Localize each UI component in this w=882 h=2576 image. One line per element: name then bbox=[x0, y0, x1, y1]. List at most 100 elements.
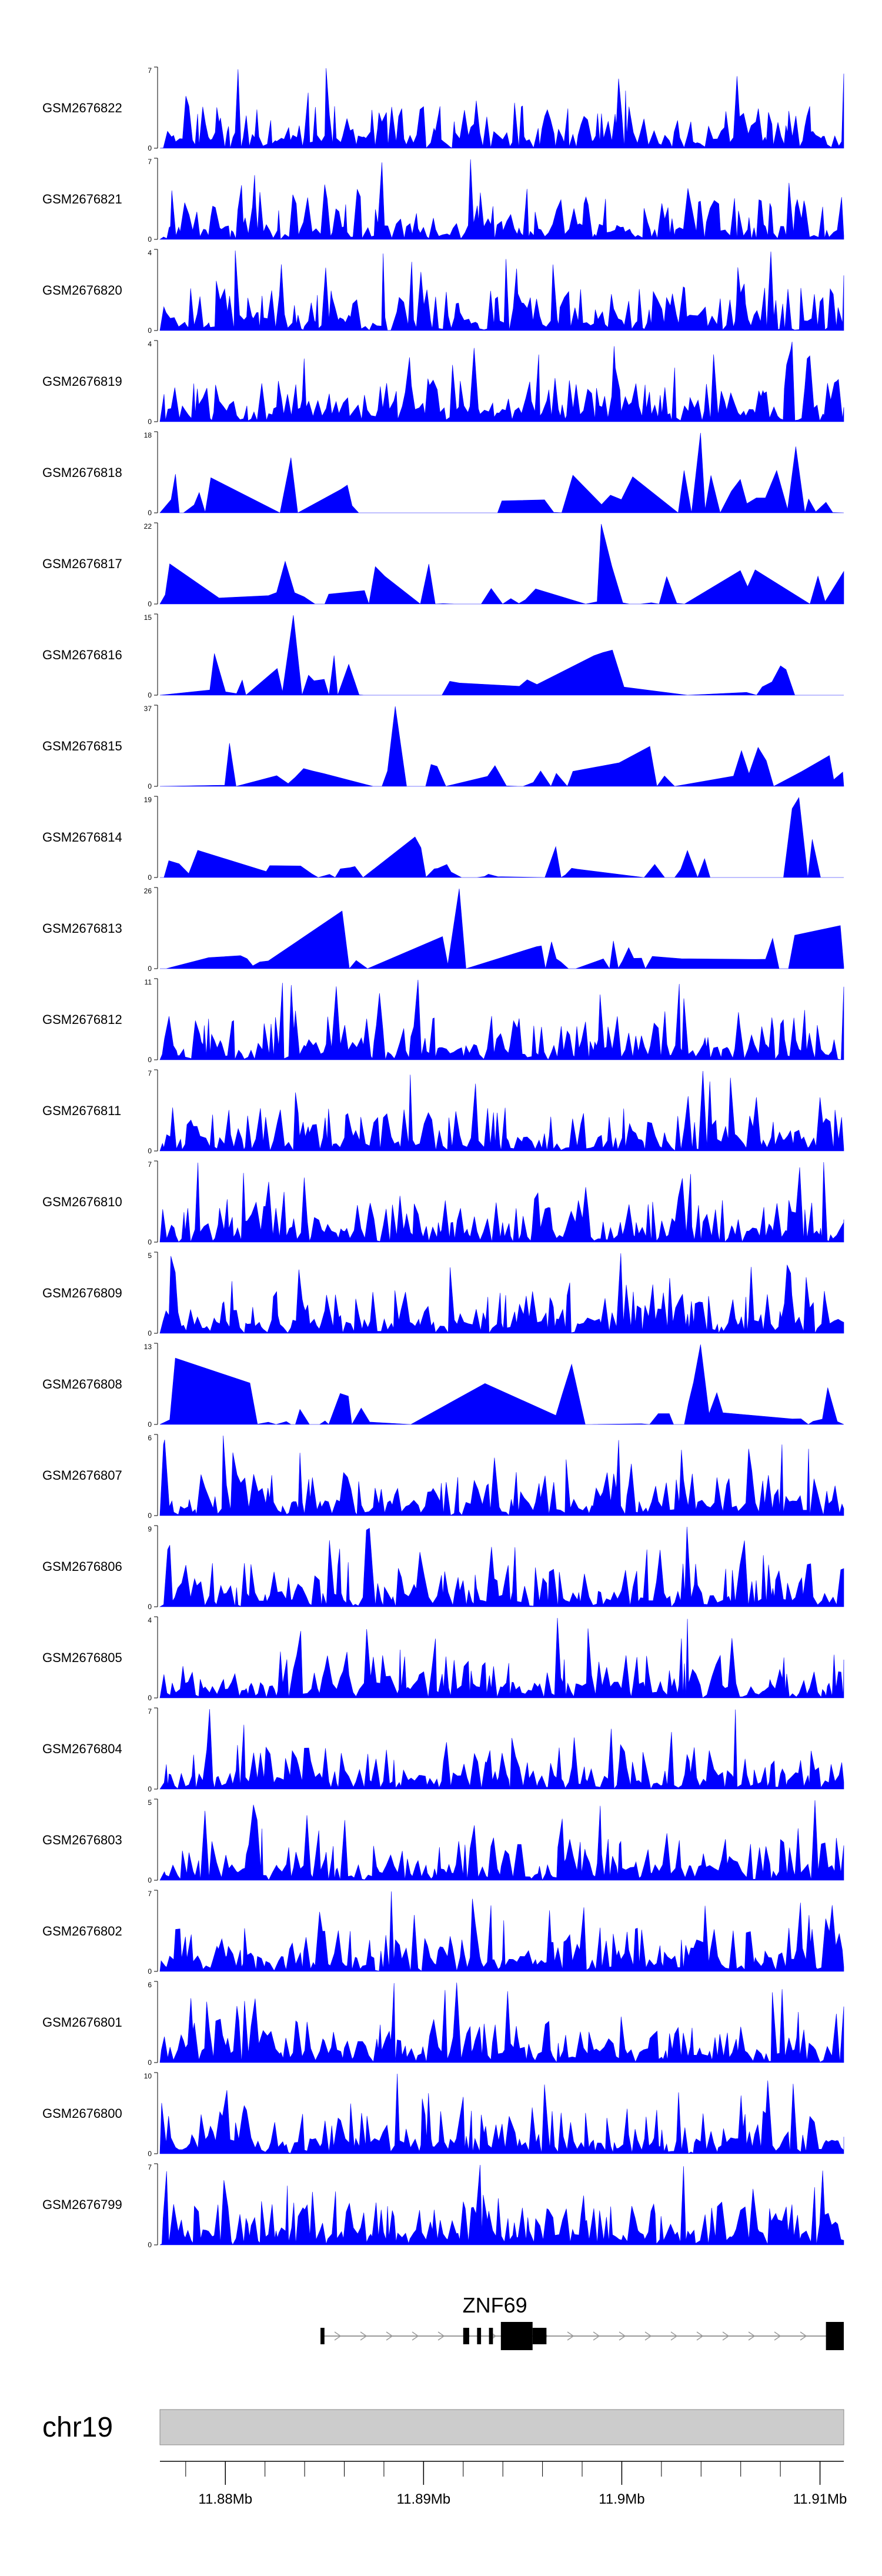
y-axis-max-label: 7 bbox=[148, 1160, 152, 1169]
y-axis-min-label: 0 bbox=[148, 2150, 152, 2158]
coverage-track-GSM2676815: GSM2676815 37 0 bbox=[42, 705, 844, 790]
coverage-track-GSM2676821: GSM2676821 7 0 bbox=[42, 158, 844, 243]
chromosome-label: chr19 bbox=[42, 2412, 113, 2443]
coverage-area bbox=[159, 2073, 844, 2154]
y-axis-min-label: 0 bbox=[148, 1329, 152, 1337]
track-label: GSM2676805 bbox=[42, 1650, 122, 1665]
y-axis-max-label: 7 bbox=[148, 158, 152, 166]
utr-exon bbox=[463, 2328, 469, 2344]
track-label: GSM2676815 bbox=[42, 739, 122, 753]
coverage-track-GSM2676799: GSM2676799 7 0 bbox=[42, 2163, 844, 2249]
y-axis-max-label: 5 bbox=[148, 1798, 152, 1807]
coverage-area bbox=[159, 706, 844, 787]
strand-arrow bbox=[696, 2331, 704, 2341]
y-axis-max-label: 9 bbox=[148, 1525, 152, 1533]
y-axis-min-label: 0 bbox=[148, 418, 152, 426]
track-label: GSM2676800 bbox=[42, 2106, 122, 2121]
coverage-area bbox=[159, 1891, 844, 1972]
coverage-area bbox=[159, 250, 844, 331]
coverage-area bbox=[160, 797, 844, 878]
coverage-area bbox=[159, 432, 844, 513]
coverage-track-GSM2676806: GSM2676806 9 0 bbox=[42, 1525, 844, 1611]
y-axis-max-label: 4 bbox=[148, 340, 152, 348]
track-label: GSM2676817 bbox=[42, 556, 122, 571]
coverage-area bbox=[159, 1709, 844, 1790]
coverage-area bbox=[160, 888, 844, 969]
y-axis-min-label: 0 bbox=[148, 1603, 152, 1611]
coverage-area bbox=[159, 1800, 844, 1881]
y-axis-min-label: 0 bbox=[148, 1785, 152, 1793]
y-axis-max-label: 37 bbox=[144, 705, 152, 713]
coverage-track-GSM2676809: GSM2676809 5 0 bbox=[42, 1252, 844, 1337]
coding-exon bbox=[500, 2322, 533, 2350]
coverage-track-GSM2676810: GSM2676810 7 0 bbox=[42, 1160, 844, 1246]
coverage-track-GSM2676802: GSM2676802 7 0 bbox=[42, 1890, 844, 1976]
utr-exon bbox=[477, 2328, 482, 2344]
strand-arrow bbox=[412, 2331, 419, 2341]
y-axis-max-label: 11 bbox=[145, 978, 152, 986]
y-axis-min-label: 0 bbox=[148, 509, 152, 517]
y-axis-max-label: 7 bbox=[148, 1707, 152, 1716]
y-axis-max-label: 5 bbox=[148, 1252, 152, 1260]
x-axis-tick-label: 11.88Mb bbox=[198, 2491, 252, 2507]
track-label: GSM2676821 bbox=[42, 192, 122, 206]
y-axis-min-label: 0 bbox=[148, 2058, 152, 2067]
y-axis-min-label: 0 bbox=[148, 1694, 152, 1702]
strand-arrow bbox=[593, 2331, 600, 2341]
y-axis-max-label: 7 bbox=[148, 1890, 152, 1898]
y-axis-min-label: 0 bbox=[148, 1511, 152, 1520]
coverage-area bbox=[159, 1982, 844, 2063]
coverage-track-GSM2676813: GSM2676813 26 0 bbox=[42, 887, 844, 973]
y-axis-max-label: 15 bbox=[144, 613, 152, 622]
y-axis-max-label: 10 bbox=[144, 2072, 152, 2080]
x-axis-tick-label: 11.91Mb bbox=[793, 2491, 847, 2507]
utr-exon bbox=[489, 2328, 493, 2344]
y-axis-min-label: 0 bbox=[148, 873, 152, 882]
y-axis-max-label: 6 bbox=[148, 1434, 152, 1442]
track-label: GSM2676808 bbox=[42, 1377, 122, 1392]
x-axis-tick-label: 11.89Mb bbox=[397, 2491, 451, 2507]
coverage-area bbox=[159, 68, 844, 149]
coverage-track-GSM2676816: GSM2676816 15 0 bbox=[42, 613, 844, 699]
y-axis-min-label: 0 bbox=[148, 600, 152, 608]
coverage-track-GSM2676812: GSM2676812 11 0 bbox=[42, 978, 844, 1064]
utr-exon bbox=[532, 2328, 547, 2344]
track-label: GSM2676819 bbox=[42, 374, 122, 389]
y-axis-min-label: 0 bbox=[148, 1056, 152, 1064]
coverage-area bbox=[159, 1253, 844, 1334]
y-axis-min-label: 0 bbox=[148, 782, 152, 790]
coverage-track-GSM2676807: GSM2676807 6 0 bbox=[42, 1434, 844, 1520]
coverage-track-GSM2676808: GSM2676808 13 0 bbox=[42, 1343, 844, 1429]
track-label: GSM2676810 bbox=[42, 1194, 122, 1209]
coverage-tracks: GSM267682270GSM267682170GSM267682040GSM2… bbox=[42, 66, 844, 2249]
y-axis-min-label: 0 bbox=[148, 1420, 152, 1429]
strand-arrow bbox=[567, 2331, 574, 2341]
coverage-area bbox=[159, 615, 844, 696]
coverage-area bbox=[159, 1617, 844, 1699]
gene-name-label: ZNF69 bbox=[463, 2293, 527, 2317]
coverage-track-GSM2676803: GSM2676803 5 0 bbox=[42, 1798, 844, 1884]
coverage-area bbox=[159, 1435, 844, 1516]
y-axis-min-label: 0 bbox=[148, 235, 152, 243]
coverage-track-GSM2676800: GSM2676800 10 0 bbox=[42, 2072, 844, 2158]
coverage-area bbox=[159, 523, 844, 605]
strand-arrow bbox=[670, 2331, 678, 2341]
y-axis-min-label: 0 bbox=[148, 1967, 152, 1976]
strand-arrow bbox=[800, 2331, 807, 2341]
track-label: GSM2676820 bbox=[42, 283, 122, 298]
coding-exon bbox=[826, 2322, 844, 2350]
track-label: GSM2676803 bbox=[42, 1833, 122, 1847]
strand-arrow bbox=[437, 2331, 445, 2341]
track-label: GSM2676811 bbox=[42, 1103, 121, 1118]
track-label: GSM2676818 bbox=[42, 465, 122, 480]
track-label: GSM2676799 bbox=[42, 2197, 122, 2212]
coverage-track-GSM2676811: GSM2676811 7 0 bbox=[42, 1069, 844, 1155]
coverage-track-GSM2676805: GSM2676805 4 0 bbox=[42, 1616, 844, 1702]
strand-arrow bbox=[722, 2331, 730, 2341]
coverage-area bbox=[159, 1344, 844, 1425]
y-axis-min-label: 0 bbox=[148, 144, 152, 152]
y-axis-min-label: 0 bbox=[148, 1147, 152, 1155]
coverage-area bbox=[159, 1162, 844, 1243]
coverage-track-GSM2676801: GSM2676801 6 0 bbox=[42, 1981, 844, 2067]
